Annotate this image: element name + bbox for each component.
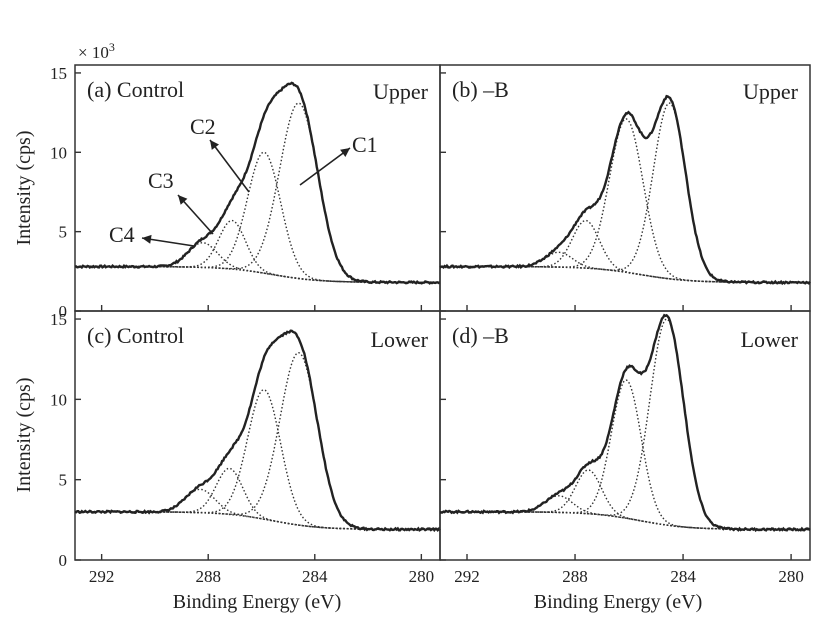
fit-peak-c3 xyxy=(440,219,810,284)
fit-peak-c1 xyxy=(75,102,440,284)
y-tick-label: 5 xyxy=(59,471,68,490)
measured-envelope xyxy=(74,81,441,285)
y-tick-label: 0 xyxy=(59,551,68,570)
arrowhead xyxy=(178,195,188,205)
fit-peak-c3 xyxy=(440,469,810,531)
x-tick-label: 292 xyxy=(89,567,115,586)
y-tick-label: 10 xyxy=(50,390,67,409)
position-label: Upper xyxy=(743,79,799,104)
annotation-c1: C1 xyxy=(352,132,378,157)
x-tick-label: 284 xyxy=(670,567,696,586)
x-tick-label: 288 xyxy=(195,567,221,586)
baseline xyxy=(75,265,440,284)
y-axis-title-lower: Intensity (cps) xyxy=(13,378,35,493)
fit-peak-c4 xyxy=(75,488,440,531)
annotation-c3: C3 xyxy=(148,168,174,193)
panel-label: (b) –B xyxy=(452,77,509,102)
y-tick-label: 5 xyxy=(59,223,68,242)
y-tick-label: 15 xyxy=(50,64,67,83)
x-tick-label: 288 xyxy=(562,567,588,586)
panel-c: 0 5 10 15 292 288 284 280 (c) Control Lower xyxy=(50,310,442,586)
position-label: Lower xyxy=(371,327,429,352)
position-label: Upper xyxy=(373,79,429,104)
x-tick-label: 284 xyxy=(302,567,328,586)
baseline xyxy=(440,265,810,284)
fit-peak-c1 xyxy=(440,102,810,284)
panel-a: 0 5 10 15 (a) Control Upper C1 C2 C3 C4 xyxy=(50,64,441,321)
measured-envelope xyxy=(74,329,442,533)
panel-label: (a) Control xyxy=(87,77,184,102)
baseline xyxy=(440,511,810,531)
arrowhead xyxy=(340,148,350,157)
annotation-arrow xyxy=(299,147,351,186)
fit-peak-c2 xyxy=(75,389,440,531)
x-axis-title-left: Binding Energy (eV) xyxy=(173,591,342,613)
arrowhead xyxy=(142,234,152,244)
annotation-c2: C2 xyxy=(190,114,216,139)
annotation-arrow xyxy=(209,139,250,193)
position-label: Lower xyxy=(741,327,799,352)
measured-envelope xyxy=(439,313,811,533)
panel-d: 292 288 284 280 (d) –B Lower xyxy=(439,310,811,586)
x-tick-label: 292 xyxy=(454,567,480,586)
fit-peak-c4 xyxy=(440,251,810,284)
panel-label: (d) –B xyxy=(452,323,509,348)
x-tick-label: 280 xyxy=(778,567,804,586)
y-scale-multiplier: × 103 xyxy=(78,40,115,62)
annotation-c4: C4 xyxy=(109,222,135,247)
plot-frame xyxy=(439,310,811,561)
y-tick-label: 0 xyxy=(59,302,68,321)
measured-envelope xyxy=(439,94,811,286)
y-tick-label: 10 xyxy=(50,143,67,162)
baseline xyxy=(75,511,440,531)
fit-peak-c2 xyxy=(75,151,440,284)
y-axis-title-upper: Intensity (cps) xyxy=(13,131,35,246)
panel-b: (b) –B Upper xyxy=(439,64,811,312)
x-axis-title-right: Binding Energy (eV) xyxy=(534,591,703,613)
fit-peak-c2 xyxy=(440,118,810,284)
y-tick-label: 15 xyxy=(50,310,67,329)
panel-label: (c) Control xyxy=(87,323,184,348)
arrowhead xyxy=(210,140,219,150)
x-tick-label: 280 xyxy=(409,567,435,586)
fit-peak-c2 xyxy=(440,379,810,531)
fit-peak-c3 xyxy=(75,467,440,531)
fit-peak-c4 xyxy=(75,242,440,284)
